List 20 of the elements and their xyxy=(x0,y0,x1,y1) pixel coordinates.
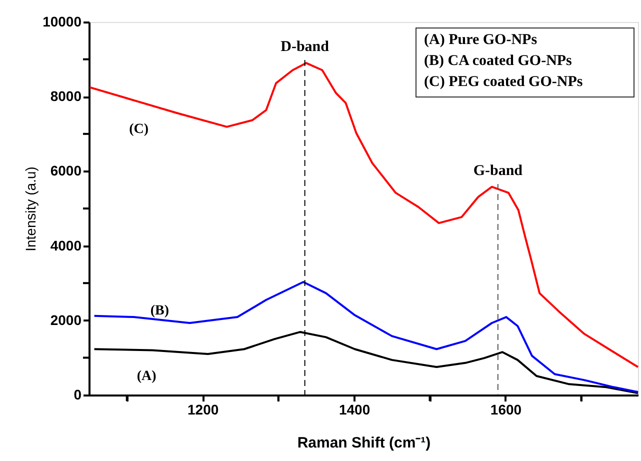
annotation: (A) Pure GO-NPs xyxy=(424,32,538,48)
x-axis-title: Raman Shift (cm⁻¹) xyxy=(297,434,431,452)
x-tick-label: 1400 xyxy=(338,402,370,418)
ref-line-label: G-band xyxy=(473,163,524,179)
y-tick-label: 4000 xyxy=(50,237,82,254)
annotation: (C) xyxy=(129,122,149,138)
annotation: (B) CA coated GO-NPs xyxy=(424,53,572,69)
y-axis-title: Intensity (a.u) xyxy=(22,166,39,252)
x-tick-label: 1200 xyxy=(188,402,219,418)
y-tick-label: 10000 xyxy=(42,14,82,30)
y-tick-label: 0 xyxy=(74,386,82,402)
line-series xyxy=(93,280,639,394)
y-tick-label: 2000 xyxy=(50,312,82,328)
y-tick-label: 8000 xyxy=(50,88,82,104)
x-tick-label: 1600 xyxy=(490,402,522,418)
ref-line-label: D-band xyxy=(280,39,330,55)
annotation: (C) PEG coated GO-NPs xyxy=(424,74,583,90)
y-tick-label: 6000 xyxy=(50,162,82,179)
annotation: (B) xyxy=(150,303,170,318)
annotation: (A) xyxy=(136,368,157,384)
